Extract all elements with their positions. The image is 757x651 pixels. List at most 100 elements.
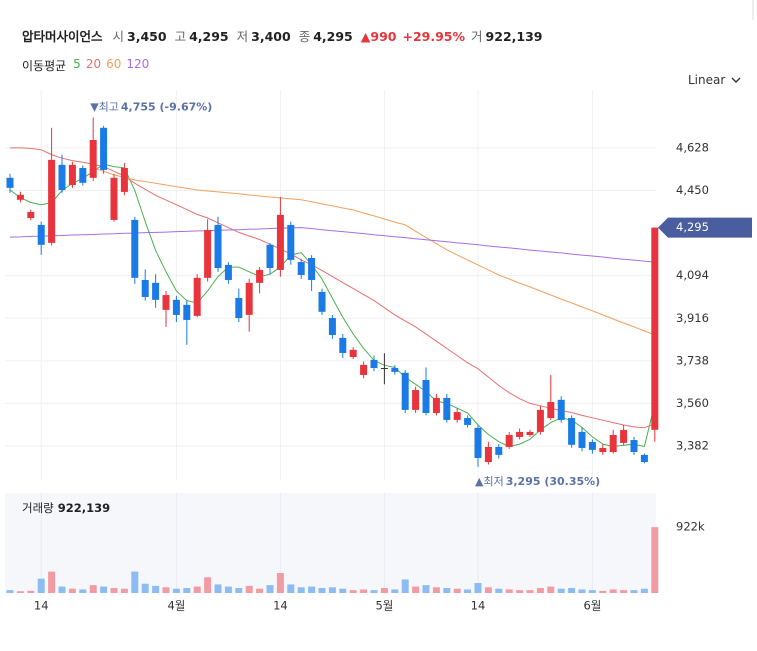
scale-selector[interactable]: Linear [688,73,741,87]
header-item-value: 3,400 [251,29,291,44]
volume-bar [380,588,388,593]
volume-bar [297,587,305,593]
header-item-label: 고 [174,29,187,44]
candle-body [89,140,97,178]
volume-bar [360,589,368,593]
extreme-annotation: ▼최고 4,755 (-9.67%) [90,101,212,114]
header-item-label: 시 [112,29,125,44]
volume-panel-bg [5,493,656,593]
candle-body [308,257,316,280]
volume-bar [443,588,451,593]
candle-body [609,435,617,453]
candle-body [79,168,87,183]
volume-bar [172,588,180,593]
candle-body [204,229,212,278]
x-tick-label: 5월 [375,599,393,613]
candle-body [495,446,503,455]
volume-bar [214,584,222,593]
volume-bar [266,585,274,593]
candle-body [276,214,284,270]
candle-body [266,244,274,269]
candle-body [432,397,440,414]
ma-line [93,167,655,336]
candle-body [516,431,524,437]
stock-name: 압타머사이언스 [22,29,103,44]
y-tick-label: 4,628 [676,140,709,154]
candle-body [297,262,305,275]
volume-bar [474,583,482,593]
x-tick-label: 6월 [583,599,601,613]
volume-bar [412,586,420,593]
header-item-value: 4,295 [313,29,353,44]
volume-bar [37,578,45,593]
candle-body [183,304,191,320]
volume-bar [620,590,628,593]
candle-body [640,454,648,463]
header-item-value: 3,450 [127,29,167,44]
volume-tick-label: 922k [676,520,705,534]
candle-body [256,269,264,283]
y-tick-label: 4,094 [676,268,709,282]
volume-label: 거래량 922,139 [22,501,110,515]
y-tick-label: 3,738 [676,353,709,367]
candle-body [193,277,201,316]
volume-bar [536,588,544,593]
volume-bar [224,586,232,593]
annotation-text: 3,295 (30.35%) [506,475,601,488]
candle-body [328,318,336,336]
candle-body [651,227,659,430]
volume-bar [235,588,243,593]
volume-bar [568,588,576,593]
header-items: 시 3,450 고 4,295 저 3,400 종 4,295 [113,26,361,45]
volume-bar [308,586,316,593]
volume-bar [141,583,149,593]
candle-body [37,224,45,245]
annotation-text: 4,755 (-9.67%) [121,101,212,114]
x-tick-label: 14 [471,599,486,613]
y-tick-label: 3,916 [676,311,709,325]
volume-bar [651,527,659,593]
candle-body [318,291,326,312]
legend-entry: 60 [106,57,122,71]
volume-bar [100,586,108,593]
legend-entry: 5 [73,57,81,71]
candle-body [214,224,222,269]
candle-body [464,418,472,425]
candle-body [27,212,35,219]
x-tick-label: 14 [34,599,49,613]
x-tick-label: 14 [273,599,288,613]
volume-bar [349,590,357,593]
candle-body [360,364,368,375]
candle-body [6,177,14,188]
candle-body [422,379,430,414]
y-tick-label: 4,450 [676,183,709,197]
volume-bar [495,588,503,593]
candle-body [120,168,128,192]
x-tick-label: 4월 [167,599,185,613]
candle-body [58,164,66,191]
candle-body [453,412,461,420]
candle-body [557,399,565,420]
price-tag-label: 4,295 [676,220,709,234]
volume-bar [162,587,170,593]
volume-bar [89,585,97,593]
volume-label: 거 [471,29,483,44]
candle-body [370,359,378,369]
volume-bar [152,585,160,593]
volume-bar [110,588,118,593]
volume-bar [401,579,409,593]
candle-body [578,431,586,448]
candle-body [536,409,544,432]
y-tick-label: 3,382 [676,439,709,453]
candle-body [48,159,56,243]
volume-bar [578,589,586,593]
volume-bar [131,571,139,593]
ma-line [9,163,656,448]
volume-bar [547,586,555,593]
volume-bar [432,587,440,593]
candle-body [100,127,108,170]
chevron [731,77,741,83]
volume-bar [516,590,524,593]
candle-body [620,429,628,443]
